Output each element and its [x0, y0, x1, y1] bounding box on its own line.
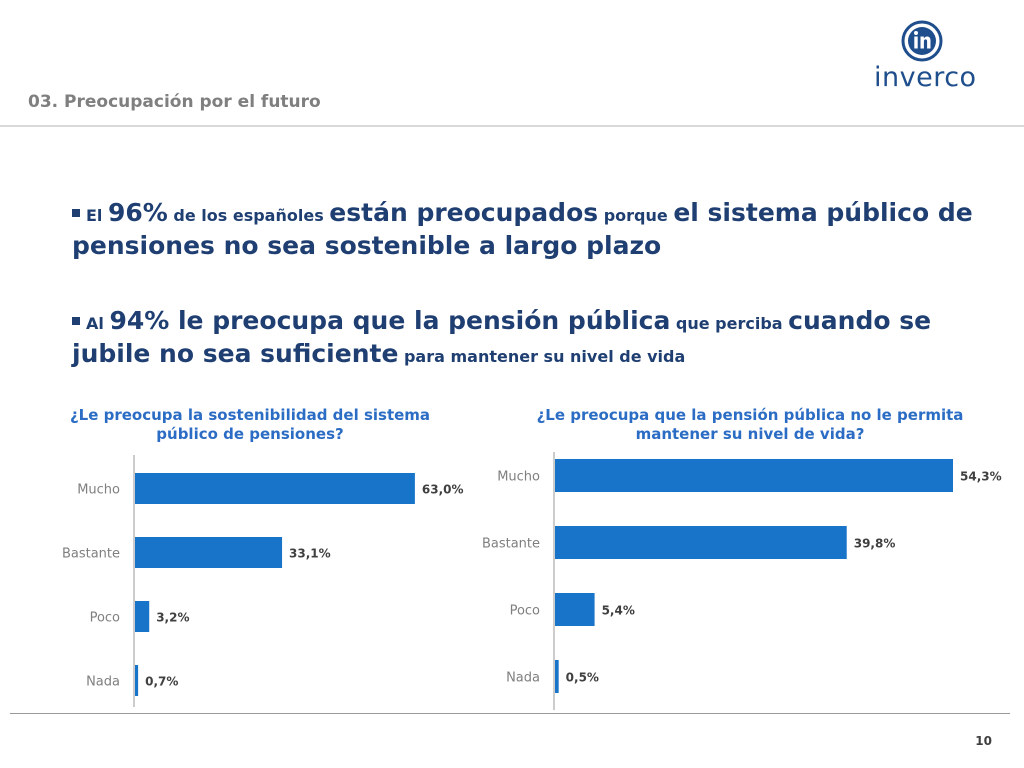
in-circle-logo-icon — [901, 20, 943, 62]
headline-1-seg-2: de los españoles — [167, 206, 330, 225]
page-number: 10 — [975, 734, 992, 748]
headline-2-seg-1: 94% le preocupa que la pensión pública — [109, 306, 671, 335]
chart-2-category-label-0: Mucho — [497, 470, 540, 485]
inverco-logo: inverco — [868, 18, 988, 98]
chart-2-bar-1 — [555, 526, 847, 559]
chart-1-title: ¿Le preocupa la sostenibilidad del siste… — [69, 406, 431, 443]
chart-1-bar-3 — [135, 665, 139, 696]
chart-1-bar-1 — [135, 537, 283, 568]
chart-1-value-label-2: 3,2% — [156, 611, 189, 625]
headline-1-seg-4: porque — [598, 206, 674, 225]
bullet-icon — [72, 317, 80, 325]
headline-1-seg-5: el sistema público de pensiones no sea s… — [72, 198, 973, 260]
chart-1-category-label-2: Poco — [90, 611, 120, 626]
chart-1-bar-0 — [135, 473, 415, 504]
chart-2-value-label-1: 39,8% — [854, 537, 896, 551]
section-title: 03. Preocupación por el futuro — [28, 92, 321, 112]
chart-2-value-label-3: 0,5% — [566, 671, 599, 685]
headline-2-seg-4: para mantener su nivel de vida — [398, 347, 686, 366]
headline-2-seg-3: cuando se jubile no sea suficiente — [72, 306, 932, 368]
headline-2-seg-0: Al — [86, 314, 110, 333]
chart-2-category-label-1: Bastante — [482, 537, 540, 552]
headline-1-seg-1: 96% — [107, 198, 168, 227]
headline-sostenibilidad: El 96% de los españoles están preocupado… — [72, 198, 1002, 264]
header-divider — [0, 125, 1024, 127]
chart-2-bar-3 — [555, 660, 559, 693]
chart-2-value-label-0: 54,3% — [960, 470, 1002, 484]
chart-sostenibilidad: Mucho 63,0% Bastante 33,1% Poco 3,2% Nada 0,7% — [62, 455, 464, 707]
chart-nivel-de-vida: Mucho 54,3% Bastante 39,8% Poco 5,4% Nada 0,5% — [482, 452, 1002, 710]
headline-1-seg-3: están preocupados — [329, 198, 599, 227]
headline-2-seg-2: que perciba — [670, 314, 789, 333]
chart-1-bar-2 — [135, 601, 150, 632]
chart-1-value-label-3: 0,7% — [145, 675, 178, 689]
chart-2-title: ¿Le preocupa que la pensión pública no l… — [536, 406, 964, 443]
footer-divider — [10, 713, 1010, 714]
chart-2-category-label-3: Nada — [506, 671, 540, 686]
chart-1-category-label-1: Bastante — [62, 547, 120, 562]
chart-2-value-label-2: 5,4% — [602, 604, 635, 618]
chart-2-category-label-2: Poco — [510, 604, 540, 619]
headline-1-seg-0: El — [86, 206, 108, 225]
chart-1-category-label-0: Mucho — [77, 483, 120, 498]
headline-suficiencia: Al 94% le preocupa que la pensión públic… — [72, 306, 1002, 372]
chart-2-bar-0 — [555, 459, 953, 492]
bullet-icon — [72, 209, 80, 217]
chart-1-value-label-0: 63,0% — [422, 483, 464, 497]
logo-text: inverco — [874, 62, 977, 93]
chart-1-category-label-3: Nada — [86, 675, 120, 690]
chart-2-bar-2 — [555, 593, 595, 626]
chart-1-value-label-1: 33,1% — [289, 547, 331, 561]
